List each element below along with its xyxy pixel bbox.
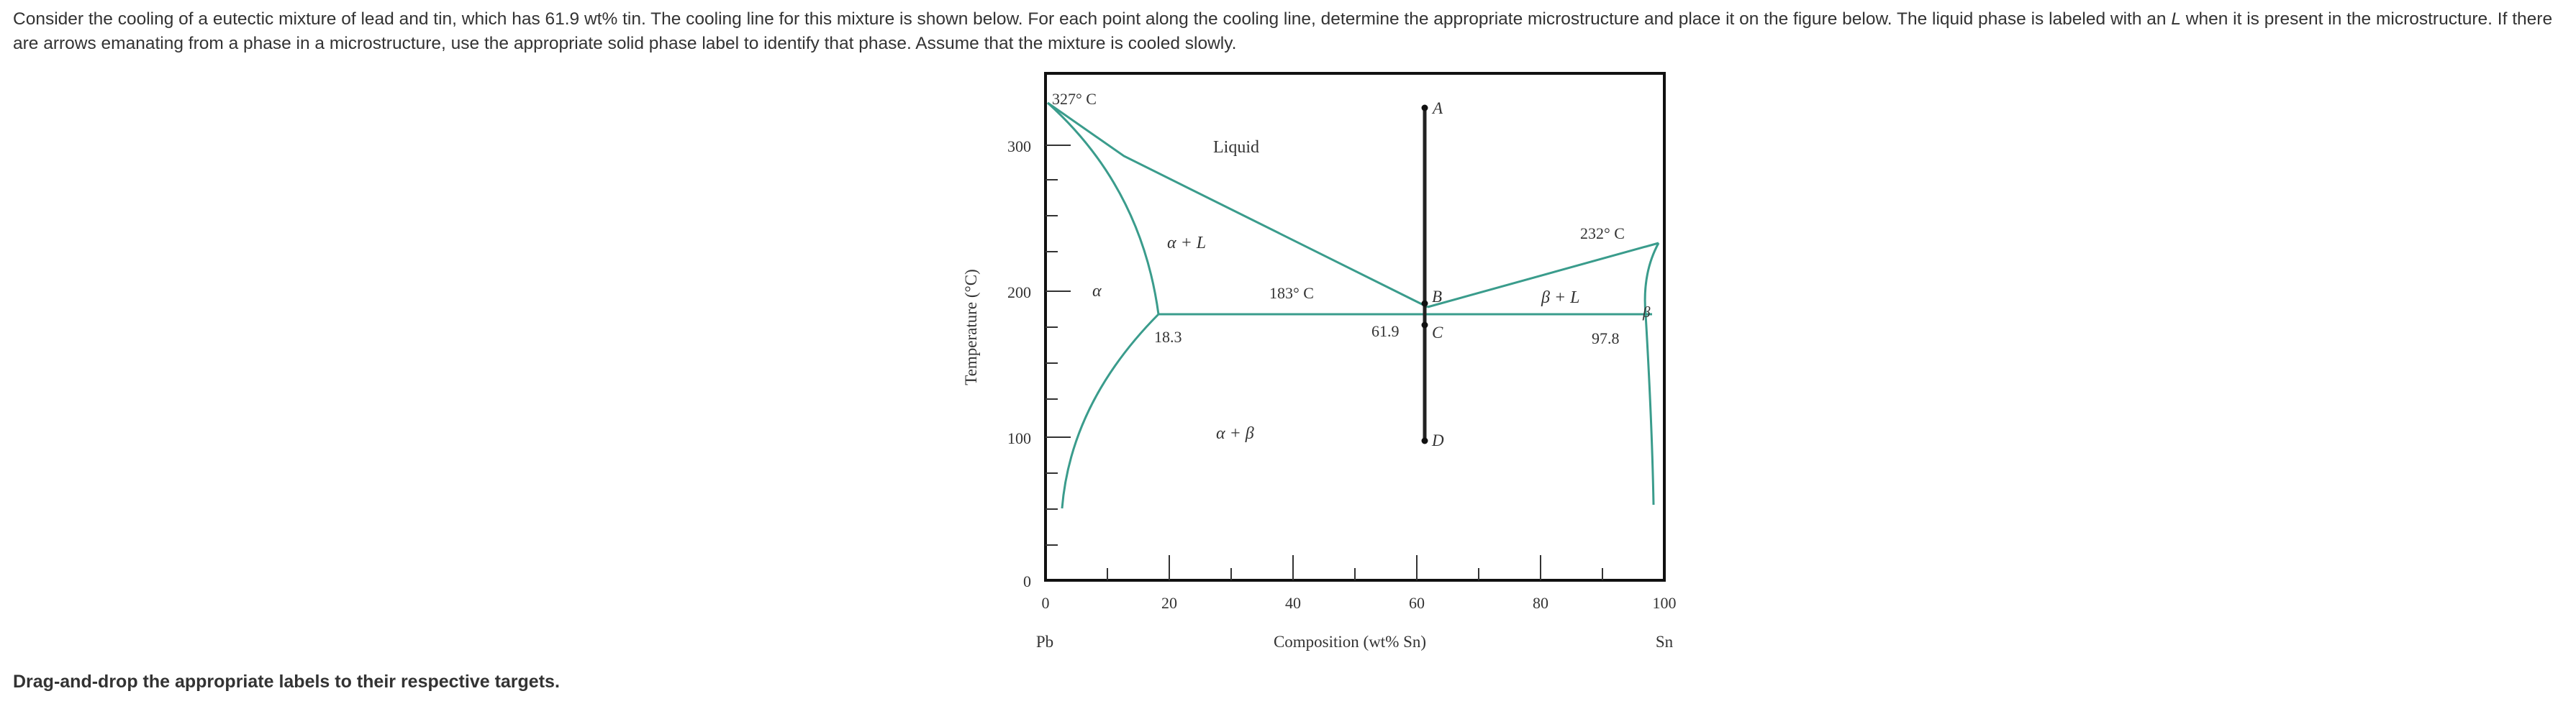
region-liquid: Liquid — [1213, 138, 1259, 157]
solvus-alpha — [1061, 313, 1160, 509]
right-element-label: Sn — [1656, 633, 1674, 651]
instructions-text: Drag-and-drop the appropriate labels to … — [13, 672, 560, 692]
point-c-marker — [1421, 321, 1428, 329]
x-tick-label: 0 — [1042, 594, 1050, 612]
y-tick-label: 300 — [1007, 137, 1031, 155]
solidus-beta — [1643, 242, 1660, 315]
point-d-label: D — [1431, 431, 1444, 449]
liquid-symbol: L — [2171, 9, 2181, 29]
y-axis-ticks — [1046, 145, 1071, 546]
sn-melting-label: 232° C — [1580, 224, 1625, 242]
cooling-line — [1421, 104, 1428, 444]
point-a-marker — [1421, 104, 1428, 111]
left-element-label: Pb — [1036, 633, 1053, 651]
point-d-marker — [1421, 437, 1428, 444]
pb-melting-label: 327° C — [1052, 90, 1097, 108]
eutectic-temp-label: 183° C — [1269, 284, 1314, 302]
region-alpha-beta: α + β — [1216, 424, 1254, 443]
x-axis-ticks — [1107, 555, 1603, 580]
region-alpha-liquid: α + L — [1167, 234, 1206, 252]
solidus-alpha — [1046, 101, 1160, 315]
point-c-label: C — [1432, 324, 1443, 342]
y-tick-label: 200 — [1007, 283, 1031, 301]
y-axis-label: Temperature (°C) — [962, 269, 980, 385]
x-tick-label: 100 — [1653, 594, 1677, 612]
plot-frame — [1044, 72, 1666, 582]
question-text-part-2: when it is present in the microstructure… — [13, 9, 2553, 53]
x-tick-label: 20 — [1161, 594, 1177, 612]
question-text: Consider the cooling of a eutectic mixtu… — [13, 7, 2564, 56]
point-b-label: B — [1432, 288, 1442, 306]
x-tick-label: 40 — [1285, 594, 1301, 612]
region-beta: β — [1642, 303, 1651, 321]
region-alpha: α — [1092, 282, 1102, 301]
point-a-label: A — [1431, 99, 1443, 117]
phase-boundaries — [1046, 101, 1660, 509]
x-tick-label: 80 — [1533, 594, 1548, 612]
alpha-limit-label: 18.3 — [1154, 328, 1182, 346]
question-text-part-1: Consider the cooling of a eutectic mixtu… — [13, 9, 2172, 29]
x-tick-label: 60 — [1409, 594, 1425, 612]
y-tick-label: 100 — [1007, 429, 1031, 447]
beta-limit-label: 97.8 — [1592, 329, 1620, 347]
solvus-beta — [1644, 314, 1655, 506]
x-axis-label: Composition (wt% Sn) — [1274, 633, 1426, 651]
liquidus-right — [1427, 242, 1659, 308]
point-b-marker — [1421, 300, 1428, 307]
eutectic-comp-label: 61.9 — [1371, 322, 1400, 340]
y-tick-label: 0 — [1023, 572, 1031, 590]
region-beta-liquid: β + L — [1541, 288, 1580, 307]
liquidus-left — [1047, 101, 1428, 308]
